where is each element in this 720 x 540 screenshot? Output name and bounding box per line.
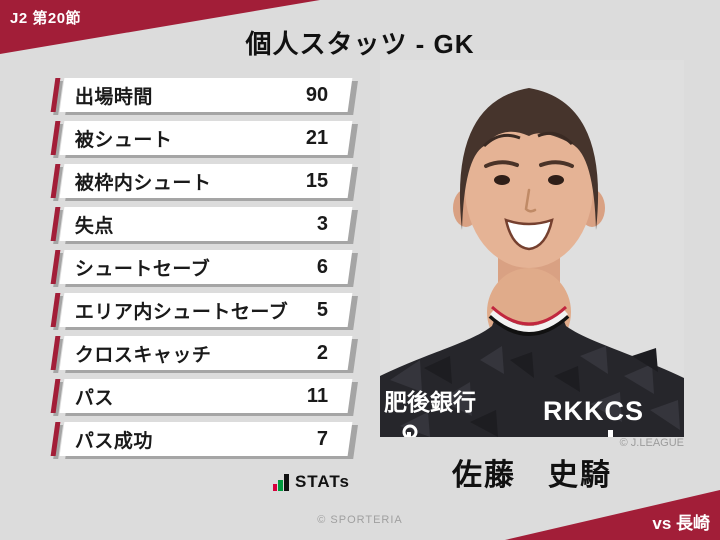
stats-logo-text: STATs (294, 472, 350, 491)
stat-label: パス成功 (75, 430, 154, 452)
page-title: 個人スタッツ - GK (245, 29, 475, 59)
stat-label: 出場時間 (75, 86, 154, 108)
bar-chart-icon (272, 474, 289, 492)
site-credit: © SPORTERIA (317, 514, 403, 526)
stat-value: 6 (316, 255, 328, 278)
stat-row: 被枠内シュート 15 (59, 164, 353, 198)
stat-label: 失点 (75, 215, 115, 237)
stat-label: エリア内シュートセーブ (75, 301, 289, 323)
stats-brand-logo: STATs (248, 470, 350, 492)
stat-label: 被枠内シュート (75, 172, 212, 194)
stat-row: シュートセーブ 6 (59, 250, 353, 284)
stat-value: 90 (305, 83, 328, 106)
stat-label: シュートセーブ (75, 258, 211, 280)
stat-row: パス 11 (59, 379, 353, 413)
stat-label: パス (75, 387, 115, 409)
stat-value: 11 (306, 384, 328, 407)
jersey-sponsor-left: 肥後銀行 (384, 389, 476, 415)
stat-value: 7 (316, 427, 328, 450)
player-photo-illustration: 肥後銀行 RKKCS (380, 60, 684, 440)
stat-value: 21 (305, 126, 328, 149)
stat-label: クロスキャッチ (75, 344, 212, 366)
stat-list: 出場時間 90 被シュート 21 被枠内シュート 15 失点 3 シュートセーブ… (59, 78, 353, 465)
stat-row: クロスキャッチ 2 (59, 336, 353, 370)
stat-row: エリア内シュートセーブ 5 (59, 293, 353, 327)
stat-value: 2 (316, 341, 328, 364)
stat-label: 被シュート (75, 129, 173, 151)
stat-row: パス成功 7 (59, 422, 353, 456)
stat-row: 失点 3 (59, 207, 353, 241)
stat-value: 15 (305, 169, 328, 192)
jersey-sponsor-right: RKKCS (543, 396, 644, 426)
player-photo: 肥後銀行 RKKCS (380, 60, 684, 440)
player-name: 佐藤 史騎 (452, 459, 612, 492)
round-label: J2 第20節 (10, 10, 82, 27)
stat-value: 3 (316, 212, 328, 235)
stat-row: 出場時間 90 (59, 78, 353, 112)
opponent-label: vs 長崎 (652, 514, 710, 533)
photo-credit: © J.LEAGUE (619, 437, 684, 449)
stat-row: 被シュート 21 (59, 121, 353, 155)
stat-value: 5 (316, 298, 328, 321)
